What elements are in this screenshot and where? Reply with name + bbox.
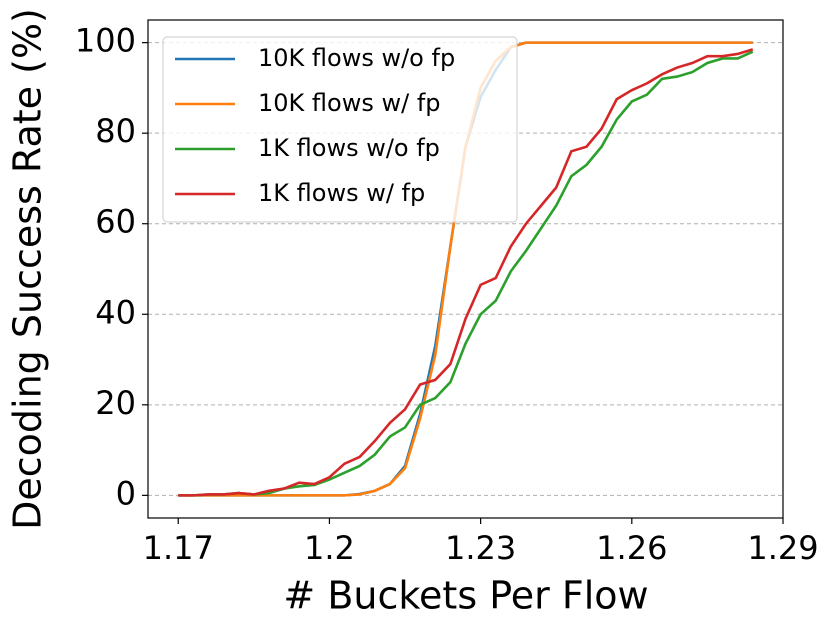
- y-tick-label: 100: [75, 22, 136, 60]
- x-tick-label: 1.29: [747, 529, 818, 567]
- legend-label: 10K flows w/ fp: [258, 89, 441, 117]
- x-tick-label: 1.23: [445, 529, 516, 567]
- series-line: [178, 50, 754, 497]
- x-tick-label: 1.2: [304, 529, 355, 567]
- x-tick-label: 1.17: [143, 529, 214, 567]
- y-tick-label: 80: [95, 112, 136, 150]
- y-tick-label: 0: [116, 474, 136, 512]
- x-axis-label: # Buckets Per Flow: [283, 574, 648, 618]
- x-tick-label: 1.26: [596, 529, 667, 567]
- legend-label: 10K flows w/o fp: [258, 44, 455, 72]
- legend-label: 1K flows w/o fp: [258, 134, 440, 162]
- series-line: [178, 48, 754, 497]
- y-tick-label: 20: [95, 384, 136, 422]
- plot-frame: [147, 19, 784, 519]
- y-tick-label: 40: [95, 293, 136, 331]
- y-tick-label: 60: [95, 203, 136, 241]
- legend-label: 1K flows w/ fp: [258, 179, 425, 207]
- legend-box: [162, 36, 518, 223]
- y-axis-label: Decoding Success Rate (%): [6, 8, 50, 530]
